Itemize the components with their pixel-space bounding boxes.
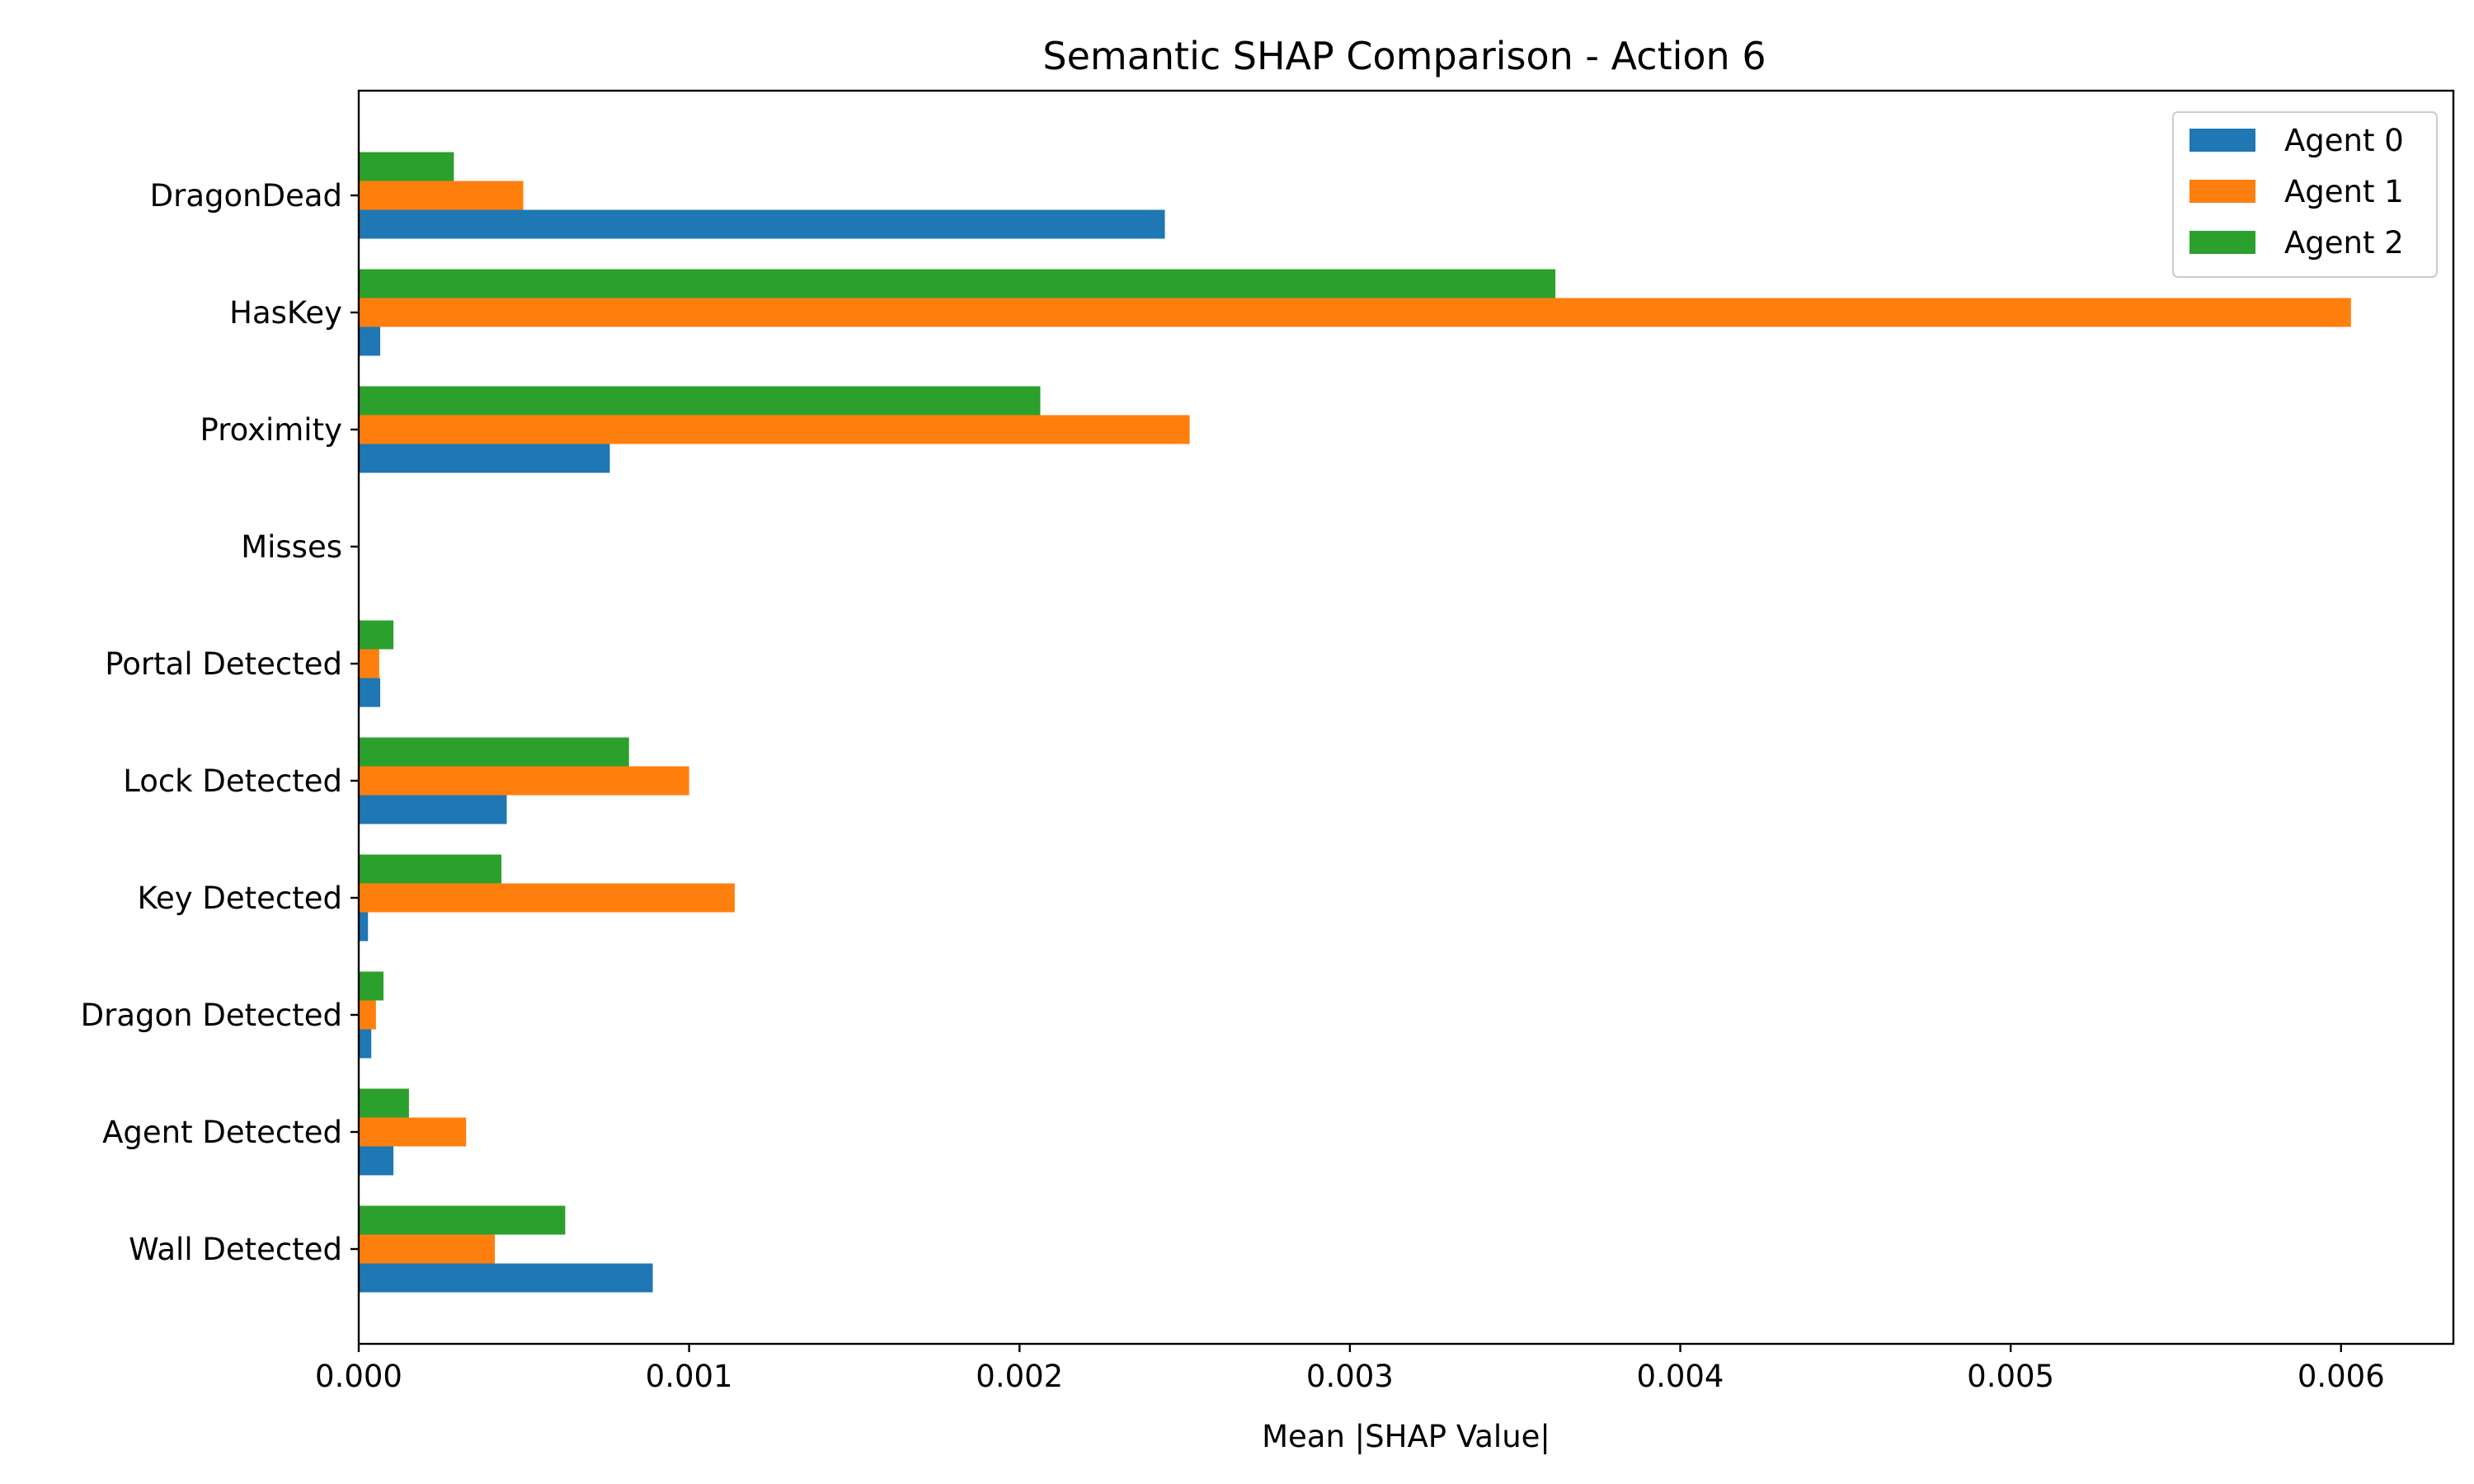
bars-layer <box>359 152 2351 1293</box>
x-tick-label: 0.005 <box>1967 1359 2054 1394</box>
legend-label: Agent 1 <box>2284 174 2404 209</box>
legend-swatch <box>2189 129 2255 152</box>
legend-swatch <box>2189 180 2255 203</box>
bar-agent-1-haskey <box>359 298 2351 327</box>
bar-agent-0-lock-detected <box>359 795 507 824</box>
bar-agent-2-proximity <box>359 386 1041 416</box>
bar-agent-0-key-detected <box>359 912 369 942</box>
x-tick-label: 0.006 <box>2298 1359 2385 1394</box>
y-tick-label: Proximity <box>200 412 342 448</box>
chart-title: Semantic SHAP Comparison - Action 6 <box>1042 34 1766 78</box>
bar-agent-2-portal-detected <box>359 620 394 650</box>
bar-agent-0-portal-detected <box>359 678 381 707</box>
x-tick-label: 0.003 <box>1306 1359 1394 1394</box>
bar-agent-0-haskey <box>359 326 381 356</box>
bar-agent-0-dragondead <box>359 209 1165 239</box>
bar-agent-2-haskey <box>359 269 1556 298</box>
y-tick-label: Wall Detected <box>129 1232 342 1267</box>
y-tick-label: DragonDead <box>150 178 342 214</box>
bar-agent-1-wall-detected <box>359 1234 496 1264</box>
x-tick-label: 0.001 <box>646 1359 733 1394</box>
bar-agent-1-agent-detected <box>359 1117 467 1147</box>
plot-frame <box>357 89 2455 1345</box>
x-axis-label: Mean |SHAP Value| <box>1262 1419 1550 1454</box>
bar-agent-0-agent-detected <box>359 1146 394 1176</box>
x-axis: 0.000 0.001 0.002 0.003 0.004 0.005 0.006 <box>315 1344 2385 1394</box>
x-tick-label: 0.002 <box>976 1359 1063 1394</box>
bar-agent-1-key-detected <box>359 883 735 913</box>
bar-agent-2-dragondead <box>359 152 454 181</box>
bar-agent-2-lock-detected <box>359 737 629 767</box>
y-tick-label: Key Detected <box>138 881 342 916</box>
legend-label: Agent 0 <box>2284 123 2404 158</box>
bar-agent-0-wall-detected <box>359 1263 653 1293</box>
bar-agent-0-dragon-detected <box>359 1029 372 1059</box>
bar-agent-1-lock-detected <box>359 766 689 796</box>
y-tick-label: Agent Detected <box>102 1115 342 1150</box>
legend: Agent 0 Agent 1 Agent 2 <box>2172 111 2438 278</box>
y-tick-label: Portal Detected <box>105 646 342 682</box>
bar-agent-2-agent-detected <box>359 1088 409 1118</box>
bar-agent-1-dragondead <box>359 181 524 210</box>
y-tick-label: HasKey <box>229 295 342 331</box>
bar-agent-1-dragon-detected <box>359 1000 376 1030</box>
x-tick-label: 0.004 <box>1637 1359 1724 1394</box>
bar-agent-1-portal-detected <box>359 649 379 679</box>
legend-label: Agent 2 <box>2284 225 2404 261</box>
y-tick-label: Dragon Detected <box>81 998 342 1033</box>
y-tick-label: Misses <box>241 529 342 565</box>
y-axis: DragonDead HasKey Proximity Misses Portal De… <box>81 178 359 1267</box>
bar-agent-1-proximity <box>359 415 1190 444</box>
y-tick-label: Lock Detected <box>123 763 342 799</box>
bar-agent-0-proximity <box>359 444 610 473</box>
x-tick-label: 0.000 <box>315 1359 402 1394</box>
legend-swatch <box>2189 231 2255 254</box>
bar-agent-2-dragon-detected <box>359 971 384 1001</box>
bar-agent-2-wall-detected <box>359 1205 566 1235</box>
bar-agent-2-key-detected <box>359 854 502 884</box>
